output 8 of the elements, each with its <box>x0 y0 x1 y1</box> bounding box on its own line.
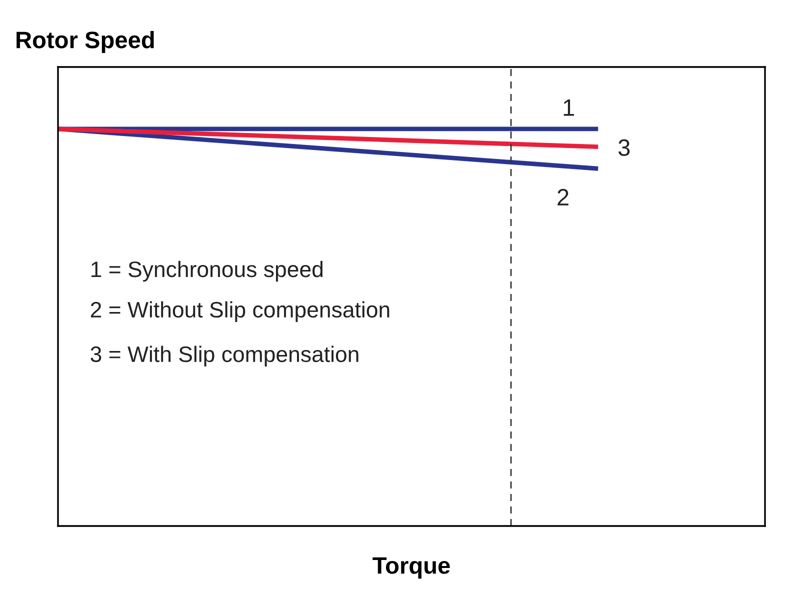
x-axis-title: Torque <box>372 557 450 579</box>
series-label: 3 <box>618 139 630 156</box>
chart-title: Rotor Speed <box>16 30 154 54</box>
annotation: 3 = With Slip compensation <box>90 346 358 367</box>
annotation: 2 = Without Slip compensation <box>90 301 390 322</box>
series-label: 2 <box>558 188 568 206</box>
annotation: 1 = Synchronous speed <box>92 260 322 282</box>
series-label: 1 <box>564 99 574 116</box>
